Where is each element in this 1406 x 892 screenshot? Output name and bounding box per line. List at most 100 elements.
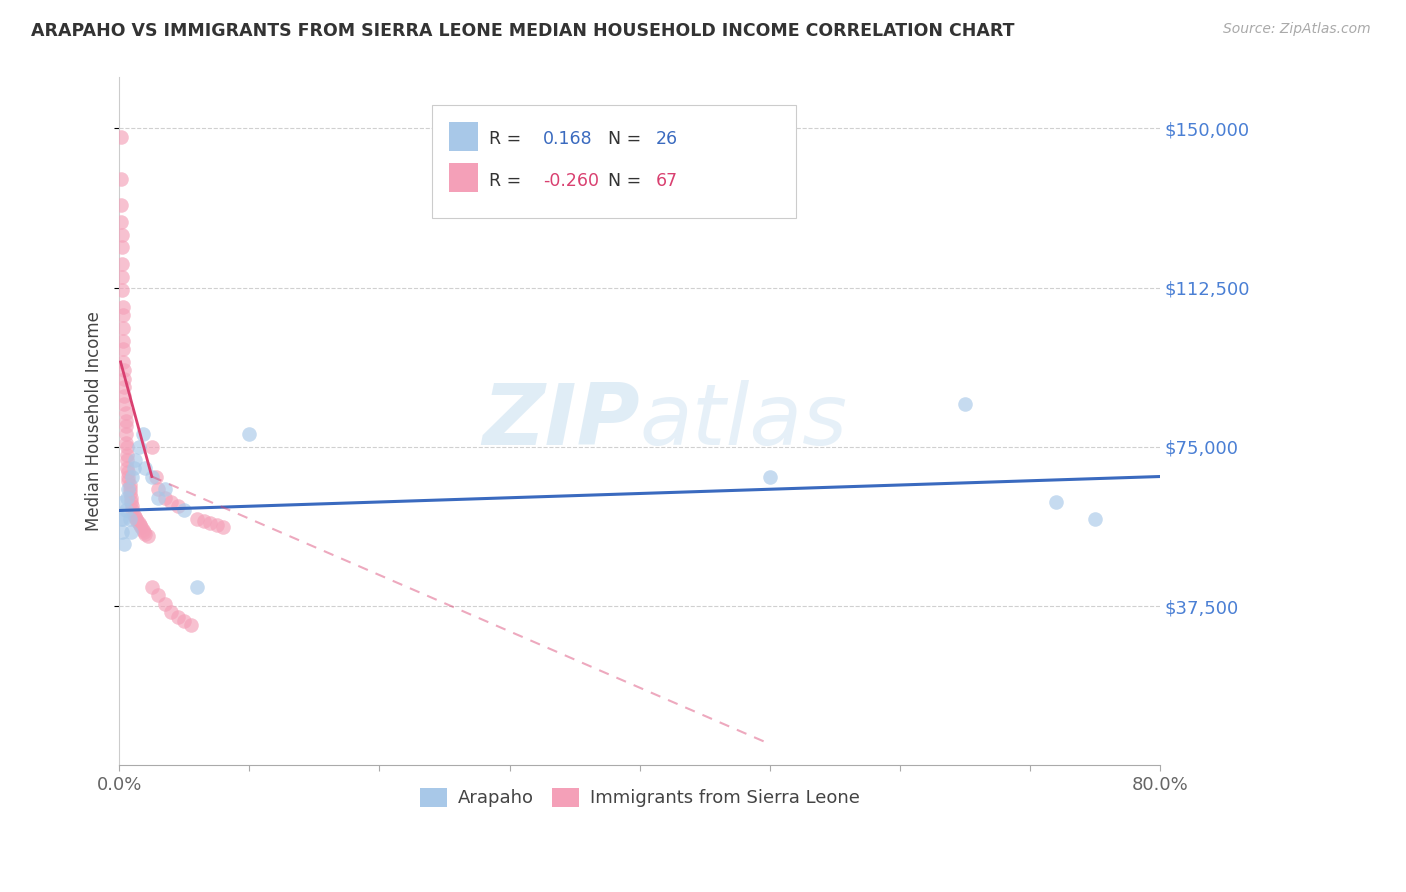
Point <box>118 482 141 496</box>
Point <box>125 512 148 526</box>
Point <box>115 461 138 475</box>
FancyBboxPatch shape <box>432 105 796 219</box>
Text: 26: 26 <box>655 130 678 148</box>
Point <box>115 448 138 462</box>
Point <box>118 478 141 492</box>
Point <box>131 523 153 537</box>
Point <box>120 491 142 505</box>
Point <box>160 606 183 620</box>
Point <box>186 512 208 526</box>
Point <box>120 495 142 509</box>
Text: R =: R = <box>489 130 526 148</box>
Text: N =: N = <box>609 171 647 190</box>
Text: 67: 67 <box>655 171 678 190</box>
Point <box>118 512 141 526</box>
Point <box>153 482 176 496</box>
Point <box>118 486 141 500</box>
Point <box>148 491 170 505</box>
Point <box>114 363 136 377</box>
Text: atlas: atlas <box>640 380 848 463</box>
Point <box>141 469 163 483</box>
Point <box>111 283 134 297</box>
Point <box>153 597 176 611</box>
Text: -0.260: -0.260 <box>543 171 599 190</box>
Point <box>114 380 136 394</box>
Point <box>160 495 183 509</box>
Point <box>131 427 153 442</box>
Point <box>114 537 136 551</box>
Point <box>114 372 136 386</box>
Point <box>117 469 139 483</box>
Text: Source: ZipAtlas.com: Source: ZipAtlas.com <box>1223 22 1371 37</box>
Point <box>1084 512 1107 526</box>
Point <box>117 465 139 479</box>
Point <box>115 491 138 505</box>
Point <box>110 172 132 186</box>
Point <box>129 518 152 533</box>
Point <box>758 469 780 483</box>
Point <box>112 512 135 526</box>
Point <box>136 529 159 543</box>
Point <box>124 452 146 467</box>
Point <box>124 509 146 524</box>
Point <box>120 524 142 539</box>
Point <box>121 503 143 517</box>
Point <box>112 342 135 356</box>
Point <box>132 524 155 539</box>
Point <box>110 129 132 144</box>
Point <box>114 414 136 428</box>
Point <box>205 518 228 533</box>
Point <box>145 469 167 483</box>
Point <box>193 514 215 528</box>
Point <box>180 618 202 632</box>
Point <box>953 397 976 411</box>
Point <box>212 520 235 534</box>
Point <box>141 580 163 594</box>
Point <box>111 227 134 242</box>
Point <box>114 427 136 442</box>
Point <box>111 257 134 271</box>
Point <box>112 308 135 322</box>
Point <box>115 452 138 467</box>
Point <box>114 435 136 450</box>
Point <box>111 270 134 285</box>
Point <box>117 482 139 496</box>
Point <box>111 524 134 539</box>
Point <box>114 406 136 420</box>
Point <box>238 427 260 442</box>
Point <box>112 355 135 369</box>
Point <box>173 503 195 517</box>
Point <box>141 440 163 454</box>
Point <box>122 461 145 475</box>
Point <box>127 514 149 528</box>
Point <box>134 526 156 541</box>
Point <box>200 516 222 531</box>
Y-axis label: Median Household Income: Median Household Income <box>86 311 103 532</box>
Point <box>112 300 135 314</box>
Point <box>166 609 188 624</box>
Point <box>111 240 134 254</box>
Point <box>148 482 170 496</box>
Point <box>114 503 136 517</box>
Point <box>115 440 138 454</box>
Text: 0.168: 0.168 <box>543 130 592 148</box>
Point <box>110 215 132 229</box>
Point <box>110 512 132 526</box>
Text: ZIP: ZIP <box>482 380 640 463</box>
Point <box>121 500 143 514</box>
Point <box>112 321 135 335</box>
Point <box>131 520 153 534</box>
Point <box>117 474 139 488</box>
Point <box>110 198 132 212</box>
Point <box>166 500 188 514</box>
FancyBboxPatch shape <box>449 163 478 192</box>
Point <box>114 389 136 403</box>
Point <box>128 440 150 454</box>
Point <box>112 334 135 348</box>
Legend: Arapaho, Immigrants from Sierra Leone: Arapaho, Immigrants from Sierra Leone <box>412 780 866 814</box>
Point <box>148 588 170 602</box>
Text: R =: R = <box>489 171 526 190</box>
Point <box>1045 495 1067 509</box>
Point <box>122 508 145 522</box>
Point <box>128 516 150 531</box>
